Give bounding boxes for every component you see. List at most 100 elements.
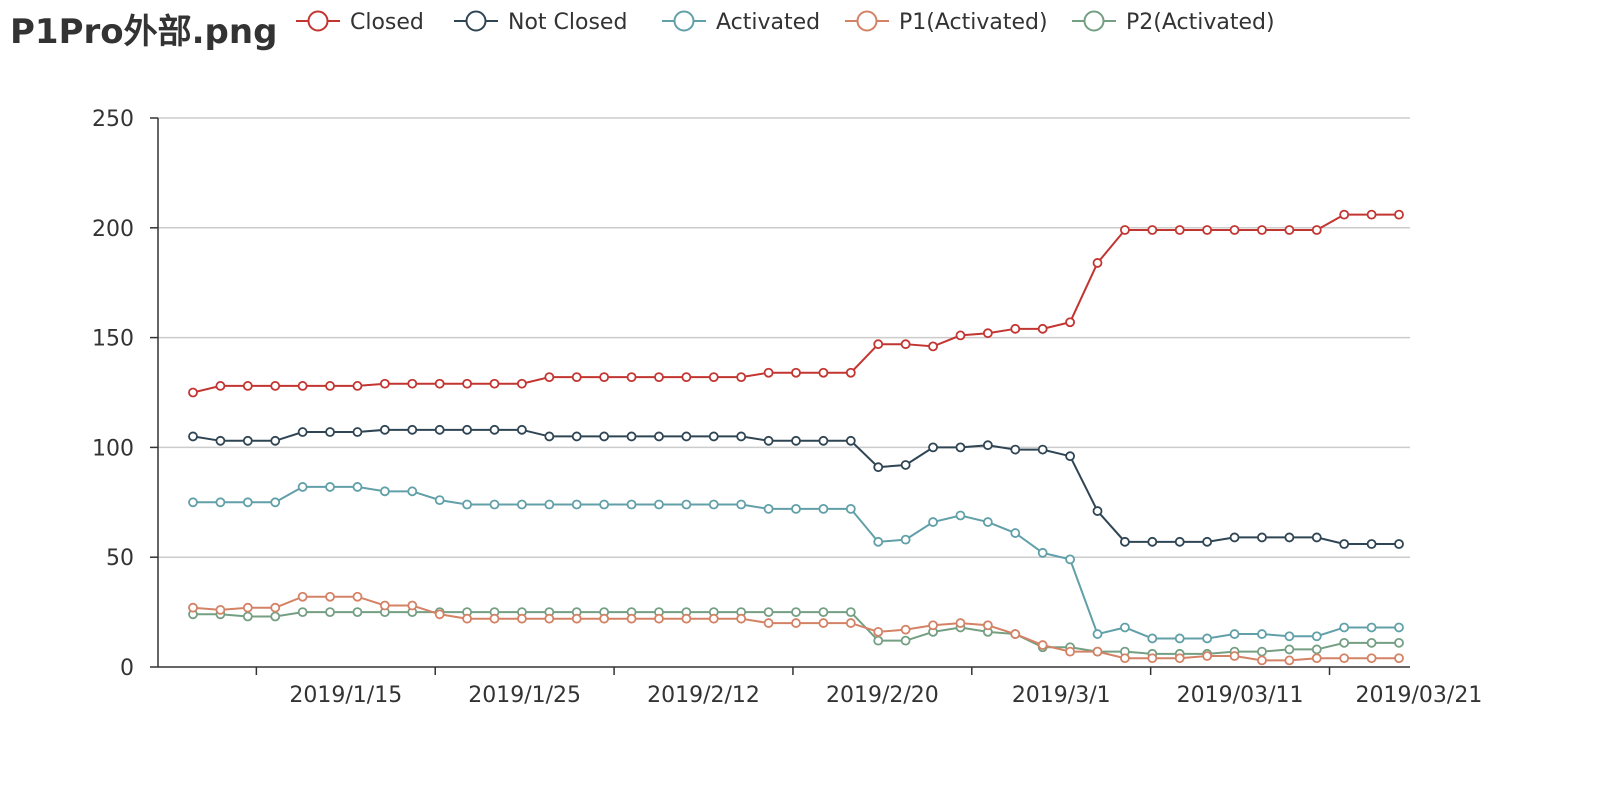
data-point — [517, 378, 527, 389]
y-tick-label: 150 — [92, 327, 134, 352]
x-axis-ticks: 2019/1/15 2019/1/25 2019/2/12 2019/2/20 2019… — [255, 667, 1483, 708]
data-point — [270, 435, 281, 446]
x-tick-label: 2019/03/21 — [1356, 683, 1483, 708]
y-tick-label: 250 — [92, 107, 134, 132]
data-point — [736, 613, 747, 624]
data-point — [928, 442, 938, 453]
legend-label: Activated — [716, 10, 820, 35]
data-point — [1339, 539, 1350, 549]
data-point — [1366, 539, 1377, 549]
x-tick-label: 2019/2/12 — [647, 683, 760, 708]
data-point — [1229, 629, 1240, 639]
data-point — [845, 607, 856, 617]
data-point — [982, 440, 993, 451]
data-point — [1092, 646, 1103, 657]
legend-item[interactable]: P1(Activated) — [845, 10, 1048, 35]
data-point — [1257, 225, 1267, 235]
data-point — [1339, 637, 1350, 648]
data-point — [489, 424, 500, 435]
legend-item[interactable]: P2(Activated) — [1072, 10, 1275, 35]
data-point — [928, 620, 938, 631]
data-point — [1229, 225, 1240, 235]
data-point — [434, 424, 445, 435]
data-point — [1010, 629, 1021, 639]
grid-lines — [158, 117, 1410, 558]
data-point — [1311, 653, 1322, 664]
data-point — [1311, 644, 1322, 655]
data-point — [791, 607, 801, 617]
data-point — [681, 499, 692, 510]
data-point — [900, 534, 911, 545]
data-point — [434, 378, 445, 389]
data-point — [626, 372, 637, 383]
data-point — [873, 462, 884, 473]
data-point — [708, 499, 719, 510]
data-point — [270, 602, 281, 613]
data-point — [297, 427, 308, 437]
x-tick-label: 2019/3/1 — [1012, 683, 1111, 708]
data-point — [462, 499, 472, 510]
data-point — [571, 431, 582, 442]
data-point — [763, 367, 774, 378]
data-point — [900, 635, 911, 646]
data-point — [955, 330, 966, 341]
x-tick-label: 2019/1/25 — [468, 683, 581, 708]
data-point — [791, 618, 801, 628]
data-point — [681, 613, 692, 624]
data-point — [763, 618, 774, 628]
data-point — [1284, 225, 1295, 235]
data-point — [1065, 646, 1075, 657]
data-point — [188, 497, 198, 508]
data-point — [379, 600, 390, 611]
data-point — [1120, 536, 1130, 547]
data-point — [818, 607, 829, 617]
data-point — [982, 620, 993, 631]
data-point — [654, 431, 664, 442]
data-point — [1229, 532, 1240, 543]
y-tick-label: 100 — [92, 436, 134, 461]
data-point — [188, 602, 198, 613]
data-point — [1284, 655, 1295, 666]
series-closed — [188, 209, 1404, 398]
data-point — [626, 431, 637, 442]
data-point — [873, 536, 884, 547]
data-point — [1257, 629, 1267, 639]
data-point — [1037, 323, 1048, 334]
data-point — [681, 372, 692, 383]
data-point — [1366, 209, 1377, 220]
data-point — [517, 499, 527, 510]
data-point — [297, 591, 308, 602]
data-point — [325, 607, 335, 617]
data-point — [1037, 444, 1048, 455]
legend-item[interactable]: Not Closed — [454, 10, 627, 35]
data-point — [708, 431, 719, 442]
data-point — [1120, 622, 1130, 633]
data-point — [407, 424, 418, 435]
legend-item[interactable]: Activated — [662, 10, 820, 35]
x-tick-label: 2019/1/15 — [289, 683, 402, 708]
data-point — [1174, 653, 1185, 664]
data-point — [1339, 622, 1350, 633]
data-point — [955, 618, 966, 628]
data-point — [1394, 637, 1404, 648]
legend[interactable]: Closed Not Closed Activated P1(Activated) P2… — [296, 10, 1275, 35]
data-point — [845, 503, 856, 514]
data-point — [900, 624, 911, 635]
data-point — [544, 613, 555, 624]
data-point — [1257, 532, 1267, 543]
x-tick-label: 2019/03/11 — [1177, 683, 1304, 708]
data-point — [982, 328, 993, 339]
legend-item[interactable]: Closed — [296, 10, 424, 35]
series-line — [192, 213, 1399, 394]
data-point — [900, 460, 911, 470]
data-point — [1092, 506, 1103, 516]
data-point — [1394, 653, 1404, 664]
data-point — [900, 339, 911, 350]
data-point — [1394, 539, 1404, 549]
data-point — [270, 611, 281, 622]
data-point — [242, 497, 253, 508]
data-point — [242, 611, 253, 622]
legend-marker-icon — [856, 10, 878, 32]
data-point — [489, 613, 500, 624]
